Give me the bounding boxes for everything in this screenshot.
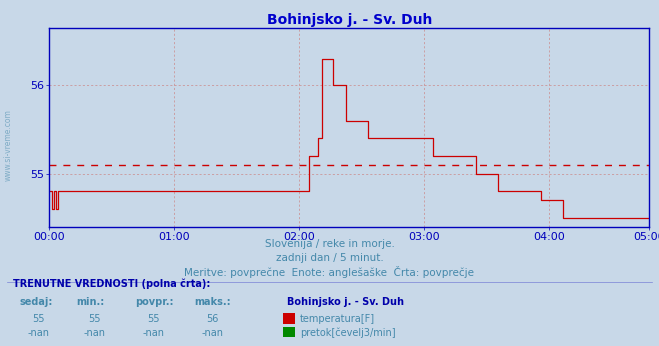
Text: maks.:: maks.: [194,297,231,307]
Text: 55: 55 [32,314,44,324]
Text: www.si-vreme.com: www.si-vreme.com [3,109,13,181]
Text: 56: 56 [207,314,219,324]
Text: Slovenija / reke in morje.: Slovenija / reke in morje. [264,239,395,249]
Text: min.:: min.: [76,297,104,307]
Text: 55: 55 [88,314,100,324]
Text: -nan: -nan [142,328,165,338]
Text: -nan: -nan [27,328,49,338]
Title: Bohinjsko j. - Sv. Duh: Bohinjsko j. - Sv. Duh [267,12,432,27]
Text: pretok[čevelj3/min]: pretok[čevelj3/min] [300,327,395,338]
Text: Bohinjsko j. - Sv. Duh: Bohinjsko j. - Sv. Duh [287,297,404,307]
Text: zadnji dan / 5 minut.: zadnji dan / 5 minut. [275,253,384,263]
Text: 55: 55 [148,314,159,324]
Text: -nan: -nan [202,328,224,338]
Text: temperatura[F]: temperatura[F] [300,314,375,324]
Text: TRENUTNE VREDNOSTI (polna črta):: TRENUTNE VREDNOSTI (polna črta): [13,279,211,289]
Text: Meritve: povprečne  Enote: anglešaške  Črta: povprečje: Meritve: povprečne Enote: anglešaške Črt… [185,266,474,279]
Text: -nan: -nan [83,328,105,338]
Text: povpr.:: povpr.: [135,297,173,307]
Text: sedaj:: sedaj: [20,297,53,307]
